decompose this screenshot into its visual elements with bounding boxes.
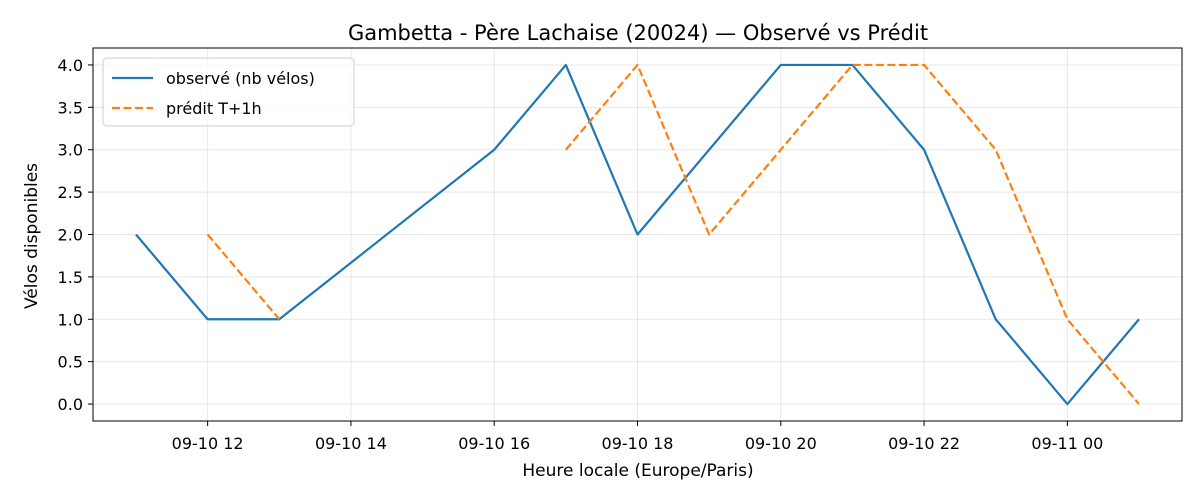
y-axis-ticks: 0.0 0.5 1.0 1.5 2.0 2.5 3.0 3.5 4.0 [58, 56, 93, 414]
y-tick-label: 2.5 [58, 183, 83, 202]
x-tick-label: 09-10 16 [458, 434, 530, 453]
y-tick-label: 3.0 [58, 141, 83, 160]
x-tick-label: 09-10 20 [745, 434, 817, 453]
x-axis-label: Heure locale (Europe/Paris) [522, 461, 753, 481]
x-tick-label: 09-10 12 [172, 434, 244, 453]
x-tick-label: 09-10 18 [602, 434, 674, 453]
series-line-predicted-segment-1 [206, 233, 281, 320]
y-axis-label: Vélos disponibles [22, 163, 42, 309]
chart-title: Gambetta - Père Lachaise (20024) — Obser… [348, 21, 928, 45]
x-tick-label: 09-11 00 [1031, 434, 1103, 453]
y-tick-label: 1.5 [58, 268, 83, 287]
legend-box [102, 57, 355, 127]
legend-label-observed: observé (nb vélos) [166, 69, 315, 88]
y-tick-label: 0.0 [58, 395, 83, 414]
y-tick-label: 2.0 [58, 226, 83, 245]
x-tick-label: 09-10 22 [888, 434, 960, 453]
y-tick-label: 3.5 [58, 98, 83, 117]
legend-label-predicted: prédit T+1h [166, 99, 262, 118]
y-tick-label: 0.5 [58, 353, 83, 372]
x-axis-ticks: 09-10 12 09-10 14 09-10 16 09-10 18 09-10 20… [172, 421, 1103, 453]
grid [93, 48, 1182, 421]
series-line-predicted-segment-2 [565, 63, 1140, 405]
x-tick-label: 09-10 14 [315, 434, 387, 453]
y-tick-label: 4.0 [58, 56, 83, 75]
series-layer [135, 63, 1140, 406]
y-tick-label: 1.0 [58, 310, 83, 329]
legend: observé (nb vélos) prédit T+1h [102, 57, 355, 127]
series-line-observed [135, 63, 1140, 406]
